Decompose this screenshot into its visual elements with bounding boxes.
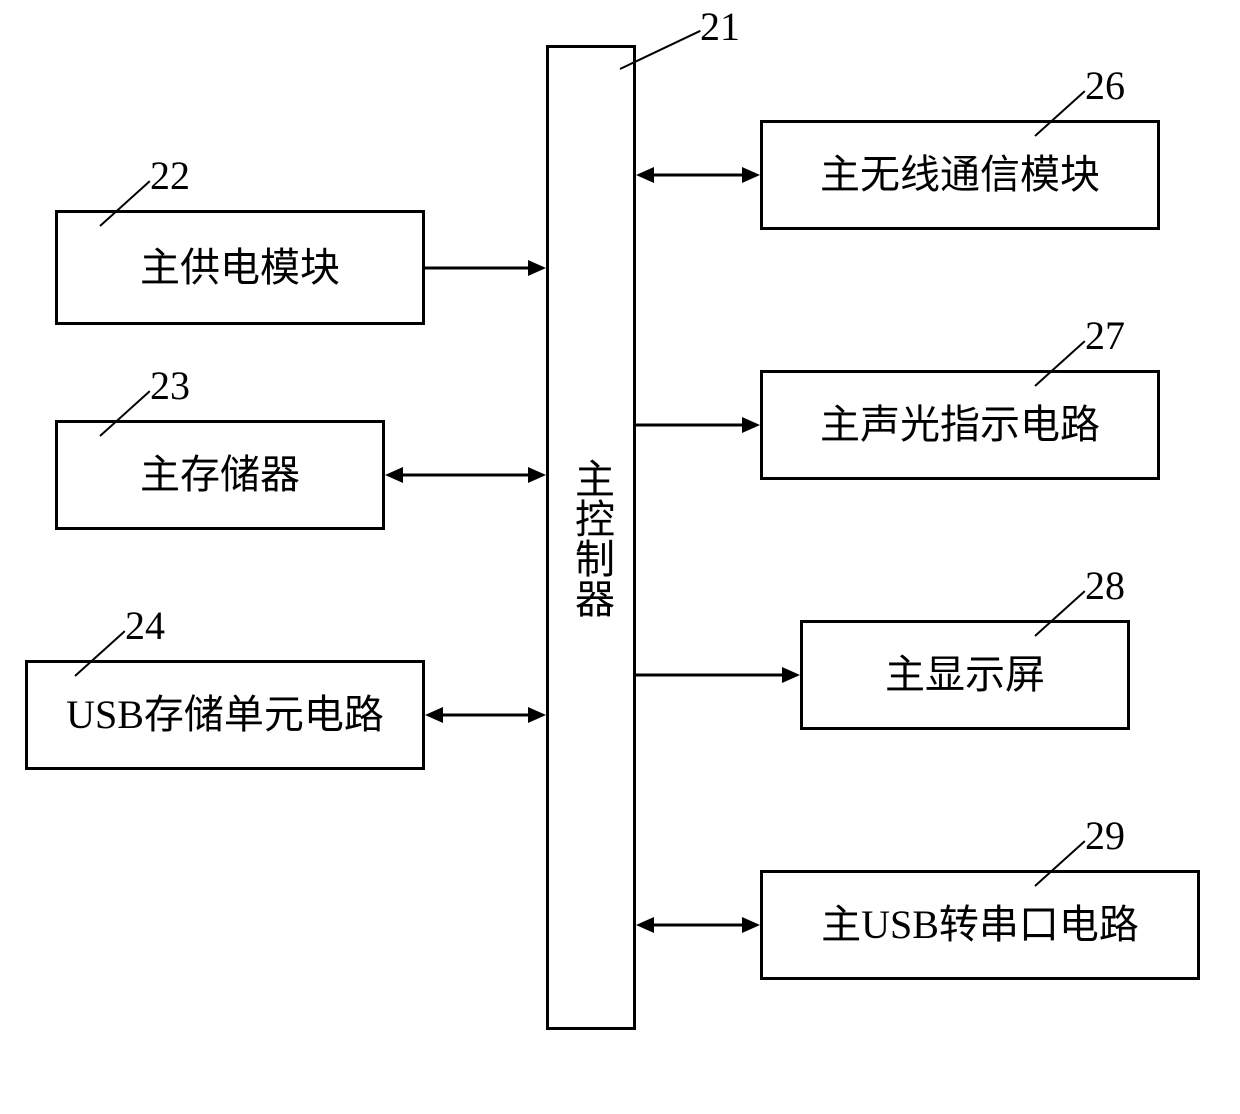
block-n23: 主存储器 [55,420,385,530]
block-n29: 主USB转串口电路 [760,870,1200,980]
connector-n24 [400,695,571,735]
connector-n23 [360,455,571,495]
block-n28: 主显示屏 [800,620,1130,730]
ref-label-23: 23 [150,362,190,409]
block-label: 主无线通信模块 [820,153,1100,197]
block-n26: 主无线通信模块 [760,120,1160,230]
block-label: 主声光指示电路 [820,403,1100,447]
ref-label-21: 21 [700,3,740,50]
block-label: 主控制器 [569,458,613,618]
ref-label-26: 26 [1085,62,1125,109]
block-label: 主USB转串口电路 [821,903,1139,947]
connector-n27 [611,405,785,445]
block-label: 主显示屏 [885,653,1045,697]
diagram-stage: 主控制器 21 主供电模块 22 主存储器 23 USB存储单元电路 24 主无线通信模块 26 主… [0,0,1240,1114]
ref-label-24: 24 [125,602,165,649]
block-label: USB存储单元电路 [66,693,384,737]
ref-label-29: 29 [1085,812,1125,859]
block-n27: 主声光指示电路 [760,370,1160,480]
connector-n28 [611,655,825,695]
block-n24: USB存储单元电路 [25,660,425,770]
block-label: 主供电模块 [140,246,340,290]
ref-label-22: 22 [150,152,190,199]
connector-n26 [611,155,785,195]
block-label: 主存储器 [140,453,300,497]
block-n22: 主供电模块 [55,210,425,325]
ref-label-27: 27 [1085,312,1125,359]
connector-n22 [400,248,571,288]
ref-label-28: 28 [1085,562,1125,609]
connector-n29 [611,905,785,945]
